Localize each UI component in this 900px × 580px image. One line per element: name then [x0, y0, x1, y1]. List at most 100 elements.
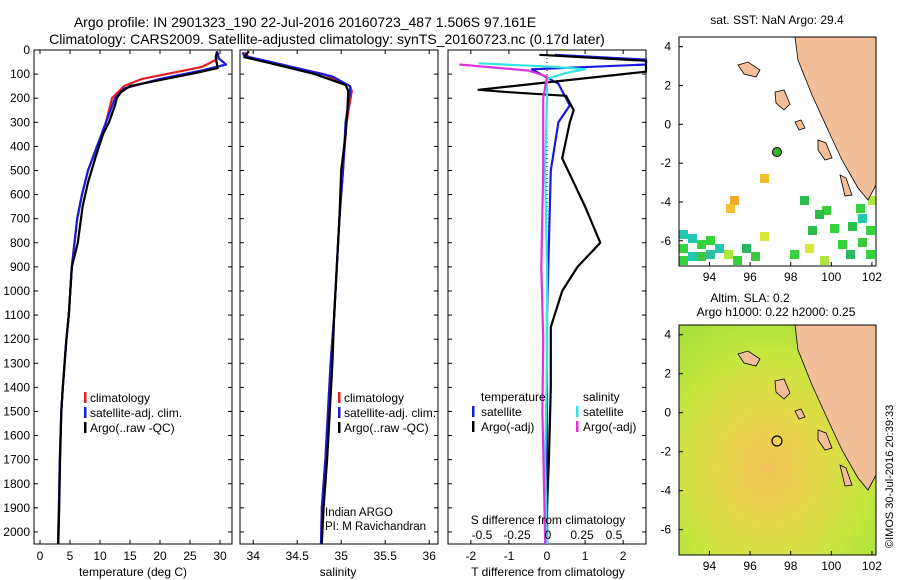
- sst-cell: [815, 210, 824, 219]
- sst-cell: [848, 222, 857, 231]
- salinity-legend: climatology satellite-adj. clim. Argo(..…: [338, 391, 436, 435]
- x-tick-label: -1: [504, 549, 515, 563]
- sst-cell: [838, 240, 847, 249]
- lat-tick-label: -2: [660, 156, 671, 170]
- island-pagai: [839, 174, 853, 197]
- sst-cell: [724, 250, 733, 259]
- figure-title-line1: Argo profile: IN 2901323_190 22-Jul-2016…: [74, 14, 536, 30]
- temperature-ticks: 0 5 10 15 20 25 300100200300400500600700800900…: [3, 43, 232, 563]
- legend-label-satellite: satellite-adj. clim.: [344, 406, 436, 420]
- island-pagai: [839, 464, 853, 487]
- sst-cell: [688, 234, 697, 243]
- sst-cell: [866, 250, 875, 259]
- x-tick-label: 30: [213, 549, 227, 563]
- sst-cell: [688, 252, 697, 261]
- lat-tick-label: 2: [664, 367, 671, 381]
- legend-title-temperature: temperature: [481, 390, 546, 404]
- y-tick-label: 1200: [3, 332, 30, 346]
- sst-cell: [742, 244, 751, 253]
- differences-legend: temperature satellite Argo(-adj) salinit…: [472, 390, 636, 434]
- sst-cell: [790, 250, 799, 259]
- sst-cell: [679, 244, 688, 253]
- sst-cells: [679, 174, 876, 265]
- sla-map-title-line2: Argo h1000: 0.22 h2000: 0.25: [697, 305, 856, 319]
- y-tick-label: 2000: [3, 525, 30, 539]
- x-tick-label: 34: [247, 549, 261, 563]
- y-tick-label: 1000: [3, 284, 30, 298]
- float-position-marker: [772, 147, 782, 157]
- differences-ticks: -2 -1 0 1 2: [448, 49, 646, 563]
- sst-map-ticks: 94 96 98 100 102 -6 -4 -2 0 2 4: [660, 40, 882, 284]
- sst-cell: [697, 252, 706, 261]
- sst-cell: [679, 230, 688, 239]
- legend-swatch-s-argo: [576, 421, 579, 432]
- x-tick-label: 0: [37, 549, 44, 563]
- sst-cell: [830, 224, 839, 233]
- sst-cell: [760, 232, 769, 241]
- legend-swatch-argo: [84, 422, 87, 433]
- sst-cell: [820, 256, 829, 265]
- y-tick-label: 500: [10, 163, 30, 177]
- x-tick-label: 36: [423, 549, 437, 563]
- x-tick-label: 0: [544, 549, 551, 563]
- sst-cell: [800, 196, 809, 205]
- island-simeulue: [737, 350, 761, 367]
- x-tick-label: 25: [183, 549, 197, 563]
- x-tick-label: 35: [335, 549, 349, 563]
- lon-tick-label: 102: [862, 559, 882, 573]
- s-tick-label: 0.5: [606, 528, 623, 542]
- legend-label-s-argo: Argo(-adj): [583, 420, 636, 434]
- s-difference-label: S difference from climatology: [471, 513, 626, 527]
- y-tick-label: 300: [10, 115, 30, 129]
- x-tick-label: -2: [466, 549, 477, 563]
- temperature-plot-frame: [33, 49, 233, 545]
- temperature-legend: climatology satellite-adj. clim. Argo(..…: [84, 391, 182, 435]
- island-siberut: [817, 139, 833, 161]
- legend-label-s-satellite: satellite: [583, 405, 624, 419]
- y-tick-label: 200: [10, 91, 30, 105]
- sumatra-land: [794, 325, 876, 491]
- y-tick-label: 1300: [3, 356, 30, 370]
- island-siberut: [817, 429, 833, 451]
- y-tick-label: 1800: [3, 477, 30, 491]
- y-tick-label: 0: [23, 43, 30, 57]
- lon-tick-label: 102: [862, 270, 882, 284]
- temperature-series: [56, 50, 228, 545]
- sst-cell: [697, 240, 706, 249]
- legend-label-satellite: satellite-adj. clim.: [90, 406, 182, 420]
- legend-swatch-argo: [338, 422, 341, 433]
- island-nias: [774, 89, 791, 111]
- lat-tick-label: -4: [660, 484, 671, 498]
- x-tick-label: 5: [67, 549, 74, 563]
- legend-label-t-argo: Argo(-adj): [481, 420, 534, 434]
- y-tick-label: 700: [10, 212, 30, 226]
- sst-cell: [868, 196, 876, 205]
- sst-cell: [706, 250, 715, 259]
- sla-map-title-line1: Altim. SLA: 0.2: [710, 291, 790, 305]
- x-tick-label: 20: [153, 549, 167, 563]
- legend-swatch-s-satellite: [576, 406, 579, 417]
- y-tick-label: 1400: [3, 380, 30, 394]
- island-simeulue: [737, 61, 761, 78]
- lat-tick-label: -2: [660, 445, 671, 459]
- y-tick-label: 1900: [3, 501, 30, 515]
- legend-swatch-t-satellite: [472, 406, 475, 417]
- s-difference-ticks: -0.5 -0.25 0 0.25 0.5: [472, 528, 623, 542]
- legend-swatch-satellite: [338, 407, 341, 418]
- s-tick-label: -0.5: [472, 528, 493, 542]
- salinity-plot-frame: [239, 49, 439, 545]
- y-tick-label: 1500: [3, 404, 30, 418]
- sst-map-title: sat. SST: NaN Argo: 29.4: [710, 13, 844, 27]
- lat-tick-label: -6: [660, 234, 671, 248]
- lat-tick-label: -4: [660, 195, 671, 209]
- lon-tick-label: 98: [784, 270, 798, 284]
- differences-series: [459, 53, 648, 545]
- lat-tick-label: 4: [664, 328, 671, 342]
- sst-cell: [730, 196, 739, 205]
- sst-cell: [858, 214, 867, 223]
- legend-title-salinity: salinity: [583, 390, 620, 404]
- y-tick-label: 1100: [4, 308, 30, 322]
- y-tick-label: 800: [10, 236, 30, 250]
- x-tick-label: 2: [620, 549, 627, 563]
- sst-cell: [822, 206, 831, 215]
